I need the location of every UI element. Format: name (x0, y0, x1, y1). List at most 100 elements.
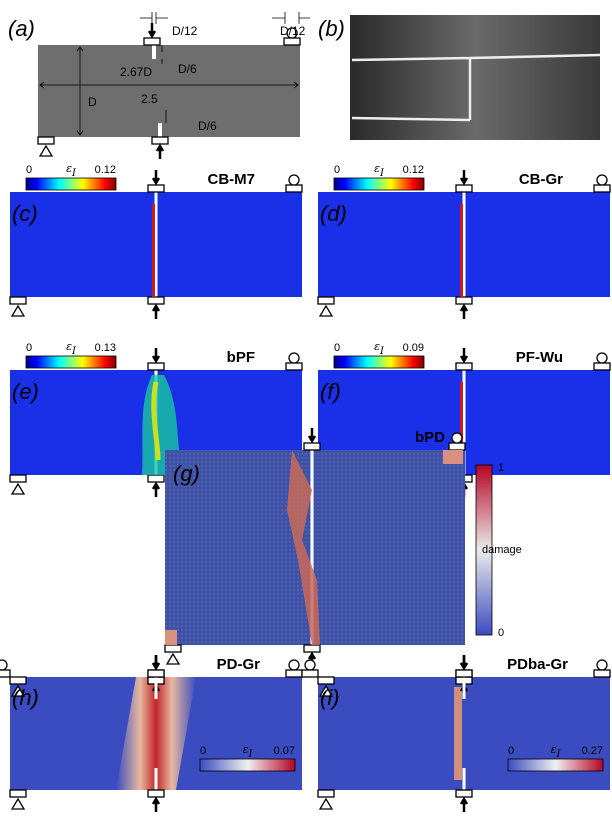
support-roller (288, 659, 300, 671)
support-pad (593, 362, 611, 371)
support-pin (38, 144, 54, 157)
load-arrow (151, 348, 161, 364)
support-pad (303, 442, 321, 451)
support-pad (9, 474, 27, 483)
load-arrow (151, 655, 161, 671)
support-pad (455, 184, 473, 193)
text: 0 (26, 164, 32, 176)
symbol: ε (374, 162, 380, 175)
support-pin (10, 482, 26, 495)
support-pin (318, 304, 334, 317)
support-pin (318, 797, 334, 810)
support-pad (455, 296, 473, 305)
text: (b) (318, 16, 345, 41)
notch (158, 123, 162, 137)
support-pad (301, 669, 319, 678)
colorbar (199, 758, 296, 772)
load-arrow (459, 348, 469, 364)
colorbar (25, 355, 117, 369)
notch (154, 677, 158, 699)
text: 0 (334, 342, 340, 354)
support-roller (288, 352, 300, 364)
subscript: I (555, 749, 561, 760)
text: CB-M7 (208, 171, 256, 188)
text: D/6 (198, 119, 217, 133)
support-pad (283, 37, 301, 46)
dimension-line (272, 12, 310, 24)
support-pin (318, 684, 334, 697)
text: bPF (227, 349, 255, 366)
support-pad (151, 136, 169, 145)
colorbar-symbol: εI (243, 743, 254, 760)
text: 0.13 (95, 342, 116, 354)
support-roller (596, 352, 608, 364)
subscript: I (379, 168, 385, 179)
text: 0.27 (582, 745, 603, 757)
beam (38, 45, 300, 137)
support-pad (9, 296, 27, 305)
text: 2.67D (120, 65, 152, 79)
crack-band (460, 382, 463, 475)
damage (287, 450, 320, 645)
notch (154, 768, 158, 790)
support-pad (147, 474, 165, 483)
support-pad (448, 442, 466, 451)
support-pin (10, 797, 26, 810)
text: 0 (498, 627, 504, 639)
text: (g) (173, 461, 200, 486)
text: 0.09 (403, 342, 424, 354)
support-pad (285, 362, 303, 371)
support-pad (317, 676, 335, 685)
text: (e) (12, 379, 39, 404)
support-pad (9, 676, 27, 685)
support-roller (286, 27, 298, 39)
notch (462, 192, 466, 297)
text: 0 (334, 164, 340, 176)
symbol: ε (66, 162, 72, 175)
support-pad (164, 644, 182, 653)
text: PD-Gr (217, 656, 261, 673)
colorbar-symbol: εI (66, 162, 77, 179)
notch (462, 768, 466, 790)
text: 0 (200, 745, 206, 757)
crack-band (460, 204, 463, 297)
notch (310, 450, 314, 645)
support-pin (10, 684, 26, 697)
support-pad (317, 296, 335, 305)
symbol: ε (374, 340, 380, 353)
colorbar-symbol: εI (374, 162, 385, 179)
dimension-line (140, 12, 168, 24)
text: (a) (8, 16, 35, 41)
colorbar (475, 464, 493, 636)
crack-band (152, 204, 155, 297)
colorbar-symbol: εI (551, 743, 562, 760)
text: 2.5 (141, 92, 158, 106)
support-pad (303, 644, 321, 653)
support-pad (0, 669, 11, 678)
text: CB-Gr (519, 171, 563, 188)
crack (351, 53, 601, 122)
strain-band (116, 677, 196, 790)
text: D/12 (280, 24, 306, 38)
support-roller (451, 432, 463, 444)
text: D/12 (172, 24, 198, 38)
text: 0.07 (274, 745, 295, 757)
load-arrow (307, 428, 317, 444)
load-arrow (459, 170, 469, 186)
colorbar (333, 177, 425, 191)
notch (462, 677, 466, 699)
support-pad (593, 669, 611, 678)
subscript: I (247, 749, 253, 760)
text: (c) (12, 201, 38, 226)
support-pad (147, 184, 165, 193)
support-pin (165, 652, 181, 665)
notch (154, 192, 158, 297)
load-arrow (151, 796, 161, 812)
support-pad (147, 296, 165, 305)
support-pad (455, 669, 473, 678)
support-roller (596, 174, 608, 186)
symbol: ε (243, 743, 249, 756)
support-pad (37, 136, 55, 145)
support-pad (147, 669, 165, 678)
